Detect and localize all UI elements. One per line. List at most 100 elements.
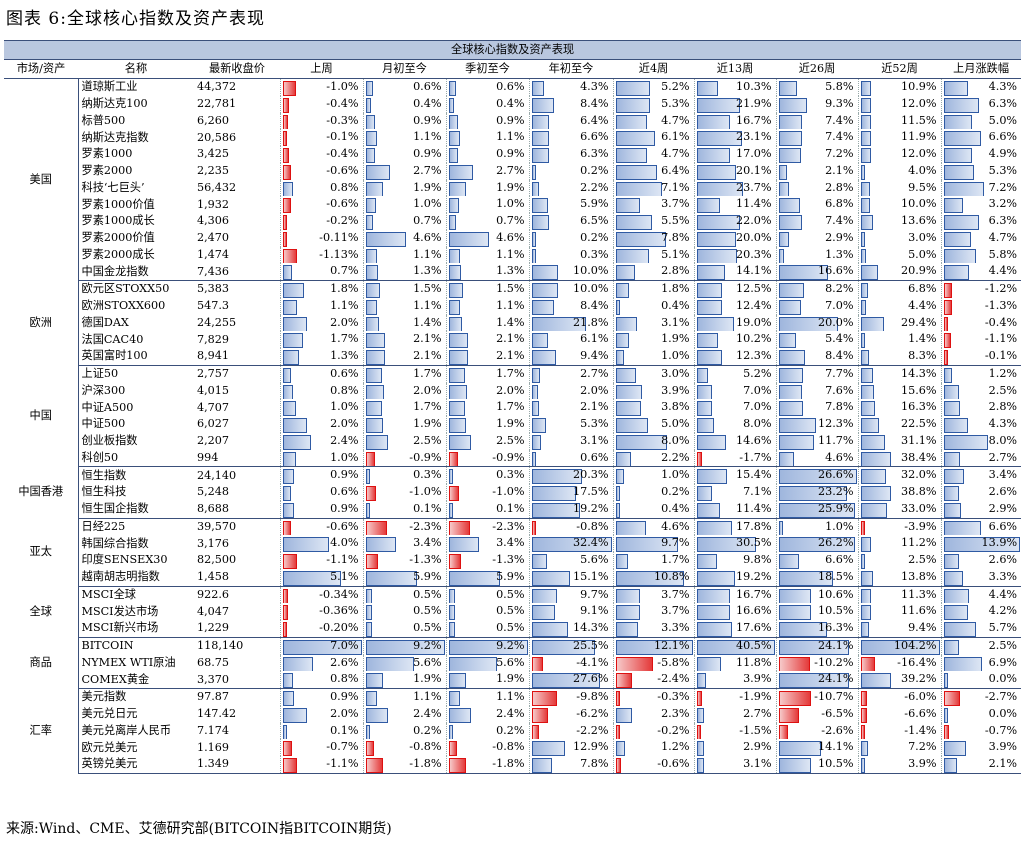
positive-data-bar <box>860 741 868 756</box>
metric-value: 0.5% <box>413 587 442 601</box>
positive-data-bar <box>696 231 737 247</box>
positive-data-bar <box>531 758 553 773</box>
metric-cell: 13.9% <box>940 535 1022 552</box>
table-row: 沪深300 4,015 0.8% 2.0% 2.0% 2.0% 3.9% 7.0% 7.6% 15… <box>4 382 1022 400</box>
asset-name: MSCI新兴市场 <box>78 620 194 638</box>
negative-data-bar <box>696 451 702 466</box>
metric-cell: 5.3% <box>940 162 1022 180</box>
positive-data-bar <box>365 469 370 484</box>
table-row: 罗素2000价值 2,470 -0.11% 4.6% 4.6% 0.2% 7.8% 20.0%… <box>4 229 1022 247</box>
metric-cell: -2.3% <box>445 518 529 536</box>
positive-data-bar <box>696 198 720 213</box>
asset-name: 罗素1000 <box>81 147 133 161</box>
metric-value: -0.8% <box>492 740 525 754</box>
metric-value: 2.1% <box>413 349 442 362</box>
metric-value: 1.9% <box>413 417 442 430</box>
metric-value: 2.7% <box>580 366 609 380</box>
positive-data-bar <box>778 265 828 280</box>
close-price: 118,140 <box>197 639 244 653</box>
positive-data-bar <box>365 367 382 383</box>
positive-data-bar <box>615 114 647 130</box>
positive-data-bar <box>943 114 973 130</box>
metric-cell: 2.5% <box>362 432 446 450</box>
metric-value: 30.5% <box>735 536 772 550</box>
metric-value: -1.0% <box>409 485 442 498</box>
metric-cell: 0.4% <box>612 297 694 315</box>
metric-value: 9.5% <box>908 180 937 194</box>
metric-value: 4.4% <box>908 298 937 312</box>
close-price: 7,829 <box>197 332 230 346</box>
metric-cell: 5.6% <box>362 654 446 672</box>
metric-value: 2.1% <box>580 400 609 414</box>
metric-cell: -1.1% <box>279 756 363 774</box>
metric-value: 1.1% <box>413 690 442 703</box>
metric-cell: 24.1% <box>775 637 858 655</box>
negative-data-bar <box>282 248 297 264</box>
close-price: 44,372 <box>197 80 237 94</box>
positive-data-bar <box>448 265 462 280</box>
metric-value: -6.6% <box>904 706 937 720</box>
positive-data-bar <box>365 570 417 585</box>
positive-data-bar <box>943 418 969 433</box>
table-row: 英镑兑美元 1.349 -1.1% -1.8% -1.8% 7.8% -0.6% 3.1% 10… <box>4 756 1022 774</box>
positive-data-bar <box>696 537 756 552</box>
negative-data-bar <box>615 691 620 706</box>
metric-cell: 1.9% <box>445 179 529 197</box>
positive-data-bar <box>615 164 658 180</box>
metric-value: 1.9% <box>496 417 525 430</box>
metric-value: 29.4% <box>900 315 937 329</box>
positive-data-bar <box>531 554 547 569</box>
metric-cell: 1.8% <box>612 280 694 298</box>
metric-cell: 0.6% <box>279 365 363 383</box>
table-row: 韩国综合指数 3,176 4.0% 3.4% 3.4% 32.4% 9.7% 30.5% 26.… <box>4 535 1022 552</box>
metric-cell: 11.6% <box>857 603 941 620</box>
metric-cell: 18.5% <box>775 568 858 587</box>
metric-cell: -0.7% <box>940 722 1022 740</box>
metric-cell: 3.7% <box>612 196 694 213</box>
metric-value: 0.9% <box>413 113 442 127</box>
negative-data-bar <box>531 724 539 740</box>
positive-data-bar <box>365 350 386 365</box>
positive-data-bar <box>365 384 385 400</box>
metric-cell: 10.2% <box>693 331 776 348</box>
positive-data-bar <box>448 333 469 348</box>
metric-value: 4.6% <box>496 230 525 244</box>
metric-value: 6.3% <box>580 147 609 160</box>
metric-value: 11.5% <box>900 113 937 127</box>
metric-cell: 1.7% <box>445 399 529 416</box>
metric-value: 7.2% <box>908 740 937 754</box>
positive-data-bar <box>531 283 558 298</box>
positive-data-bar <box>282 502 295 517</box>
metric-cell: 0.6% <box>362 78 446 96</box>
metric-value: 2.9% <box>743 740 772 754</box>
metric-cell: -0.34% <box>279 586 363 604</box>
positive-data-bar <box>282 451 296 466</box>
metric-value: 1.0% <box>330 400 359 414</box>
positive-data-bar <box>448 114 459 130</box>
metric-cell: -0.2% <box>612 722 694 740</box>
metric-value: 10.8% <box>653 569 690 583</box>
positive-data-bar <box>778 570 834 585</box>
positive-data-bar <box>448 131 460 146</box>
metric-cell: 4.3% <box>940 416 1022 433</box>
positive-data-bar <box>943 97 980 113</box>
metric-cell: 3.1% <box>693 756 776 774</box>
positive-data-bar <box>860 384 875 400</box>
metric-value: 25.5% <box>572 638 609 652</box>
metric-value: -1.0% <box>326 80 359 93</box>
metric-cell: 8.4% <box>528 95 613 113</box>
metric-value: 12.0% <box>900 147 937 160</box>
negative-data-bar <box>282 231 287 247</box>
metric-value: -0.7% <box>326 740 359 754</box>
positive-data-bar <box>531 350 557 365</box>
close-price: 7.174 <box>197 723 230 737</box>
metric-cell: 17.0% <box>693 146 776 163</box>
positive-data-bar <box>943 656 983 672</box>
metric-value: 1.1% <box>413 130 442 144</box>
positive-data-bar <box>860 97 872 113</box>
metric-value: 14.1% <box>817 740 854 754</box>
metric-cell: 13.8% <box>857 568 941 587</box>
table-row: 美国 道琼斯工业 44,372 -1.0% 0.6% 0.6% 4.3% 5.2% 10.3% 5… <box>4 78 1022 281</box>
metric-value: 0.5% <box>496 621 525 634</box>
positive-data-bar <box>696 673 706 688</box>
